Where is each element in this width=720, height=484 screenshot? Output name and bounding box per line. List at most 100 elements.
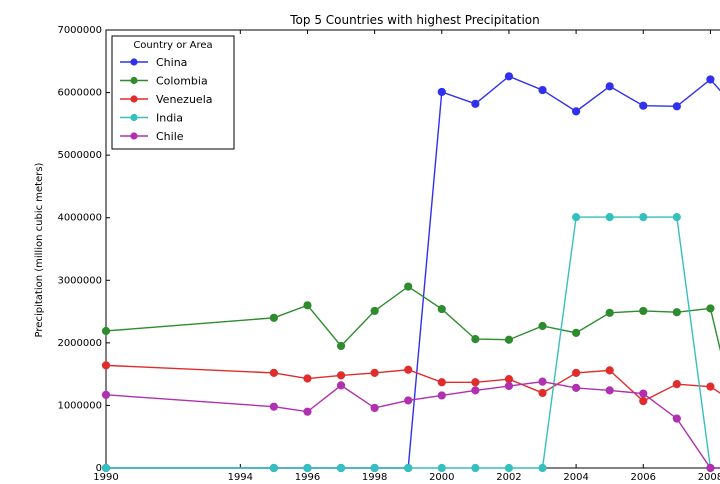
data-point [538, 85, 547, 95]
data-point [404, 282, 413, 291]
data-point [605, 386, 614, 395]
data-point [572, 107, 581, 116]
data-point [303, 301, 312, 310]
data-point [471, 378, 480, 387]
y-axis-label: Precipitation (million cubic meters) [34, 162, 45, 337]
data-point [437, 378, 446, 387]
data-point [336, 463, 346, 473]
data-point [269, 313, 278, 322]
data-point [269, 402, 278, 411]
data-point [303, 407, 312, 416]
data-point [370, 403, 379, 413]
data-point [303, 463, 312, 473]
data-point [437, 463, 446, 473]
legend-box [111, 35, 235, 150]
data-point [605, 308, 614, 317]
x-tick-label: 2002 [496, 472, 521, 483]
y-tick-label: 0 [96, 463, 102, 474]
series-chile [101, 377, 720, 473]
data-point [672, 212, 681, 222]
y-tick-label: 4000000 [57, 213, 102, 224]
data-point [336, 341, 346, 351]
plot-axes: 1990 1994 1996 1998 2000 2002 2004 2006 2008 0 100… [57, 25, 720, 483]
data-point [706, 75, 715, 84]
legend-item-china: China [120, 56, 187, 69]
data-point [370, 306, 379, 316]
data-point [504, 463, 514, 473]
data-point [303, 374, 312, 383]
y-tick-label: 1000000 [57, 400, 102, 411]
legend-marker [130, 113, 138, 122]
legend-label: Chile [156, 130, 184, 143]
legend-title: Country or Area [133, 40, 212, 51]
data-point [404, 463, 413, 473]
legend-marker [130, 58, 138, 66]
data-point [370, 368, 379, 377]
data-point [437, 304, 446, 314]
data-point [538, 377, 547, 386]
data-point [101, 326, 111, 336]
data-point [572, 383, 581, 393]
data-point [639, 212, 648, 222]
series-layer [101, 72, 720, 473]
data-point [471, 463, 480, 473]
data-point [336, 371, 346, 380]
data-point [269, 463, 278, 473]
legend-label: Venezuela [156, 93, 213, 106]
data-point [605, 212, 614, 222]
data-point [639, 389, 648, 398]
series-venezuela [101, 361, 720, 406]
series-line [105, 364, 720, 402]
data-point [336, 381, 346, 390]
data-point [504, 335, 514, 344]
series-line [105, 285, 720, 352]
data-point [471, 335, 480, 344]
legend-item-colombia: Colombia [120, 75, 208, 88]
legend-marker [130, 132, 138, 140]
x-tick-label: 1996 [295, 472, 320, 483]
series-line [106, 216, 720, 469]
chart-title: Top 5 Countries with highest Precipitati… [289, 13, 539, 27]
x-tick-label: 2008 [698, 472, 720, 483]
legend-item-chile: Chile [120, 130, 184, 143]
data-point [605, 366, 614, 375]
data-point [437, 391, 446, 400]
data-point [437, 87, 446, 97]
data-point [538, 388, 547, 398]
data-point [504, 72, 514, 81]
legend-label: India [156, 112, 183, 125]
data-point [101, 390, 111, 399]
x-tick-label: 2000 [429, 472, 454, 483]
x-tick-label: 2006 [631, 472, 656, 483]
legend-label: Colombia [156, 75, 208, 88]
data-point [504, 375, 514, 384]
data-point [572, 368, 581, 377]
y-tick-label: 5000000 [57, 150, 102, 161]
data-point [101, 361, 111, 370]
data-point [404, 396, 413, 405]
data-point [639, 306, 648, 316]
data-point [572, 212, 581, 222]
data-point [269, 368, 278, 377]
data-point [706, 304, 715, 313]
legend-item-india: India [120, 112, 183, 125]
data-point [672, 380, 681, 389]
y-tick-label: 2000000 [57, 338, 102, 349]
series-line [105, 380, 720, 469]
data-point [672, 102, 681, 111]
x-tick-label: 2004 [563, 472, 588, 483]
data-point [471, 99, 480, 108]
legend: Country or Area China Colombia Venezuela Ind… [111, 35, 235, 150]
data-point [639, 396, 648, 406]
data-point [101, 463, 111, 473]
data-point [639, 101, 648, 110]
x-tick-label: 1990 [93, 472, 118, 483]
y-tick-label: 7000000 [57, 25, 102, 36]
legend-marker [130, 95, 138, 103]
legend-label: China [156, 56, 187, 69]
data-point [370, 463, 379, 473]
y-tick-label: 6000000 [57, 88, 102, 99]
series-colombia [101, 282, 720, 352]
data-point [504, 381, 514, 391]
